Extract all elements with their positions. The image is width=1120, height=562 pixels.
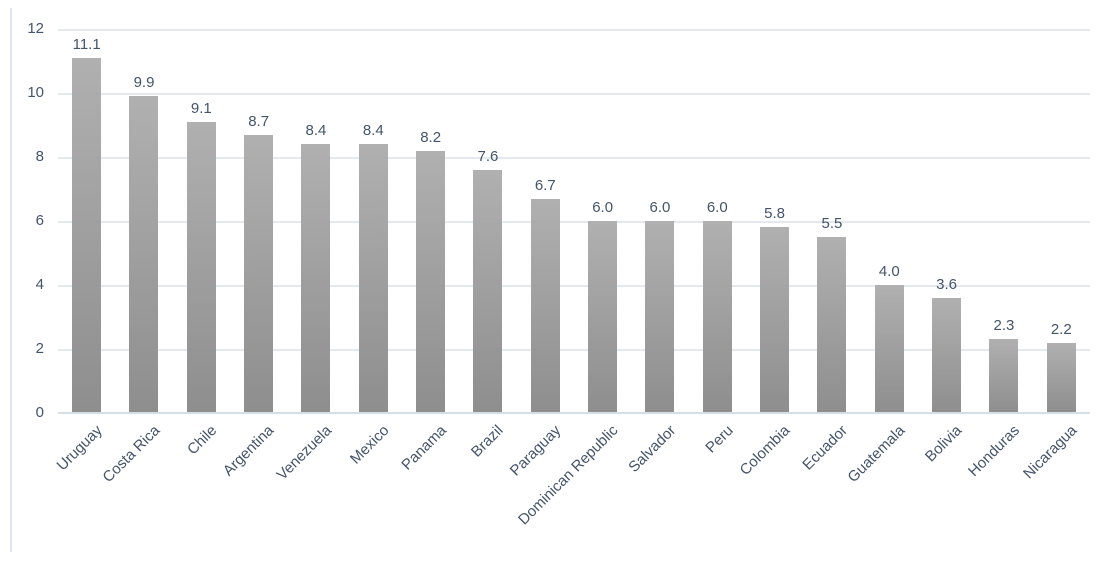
bar-column: 9.9 Costa Rica (99, 29, 172, 486)
bar (932, 297, 962, 413)
x-category-label: Mexico (346, 422, 393, 468)
x-category-label: Uruguay (53, 422, 106, 475)
bar (358, 144, 388, 413)
gridline (58, 285, 1090, 287)
x-axis-line (58, 412, 1090, 414)
bar-value-label: 3.6 (936, 275, 958, 293)
gridlines (58, 29, 1090, 413)
bar (301, 144, 331, 413)
bar (588, 221, 618, 413)
y-tick-label: 2 (35, 340, 44, 358)
bar-column: 8.4 Mexico (345, 29, 402, 467)
x-category-label: Nicaragua (1019, 422, 1081, 483)
y-tick-label: 8 (35, 148, 44, 166)
x-category-label: Argentina (220, 422, 278, 480)
bar-value-label: 8.2 (420, 128, 442, 146)
bar-value-label: 9.9 (133, 74, 155, 92)
y-tick-label: 4 (35, 276, 44, 294)
bar-value-label: 5.5 (821, 215, 843, 232)
bar-value-label: 7.6 (477, 147, 499, 165)
bar (530, 198, 560, 413)
bar (645, 221, 675, 413)
x-category-label: Venezuela (273, 422, 336, 484)
gridline (58, 349, 1090, 351)
bars-layer: 11.1 Uruguay 9.9 Costa Rica 9.1 Chile 8.7 Argen… (54, 29, 1090, 529)
x-category-label: Guatemala (844, 422, 909, 486)
x-category-label: Ecuador (799, 422, 851, 474)
x-category-label: Bolivia (922, 422, 966, 466)
bar (129, 96, 159, 413)
y-tick-label: 0 (35, 404, 44, 422)
x-category-label: Brazil (468, 422, 507, 461)
x-category-label: Salvador (625, 422, 679, 476)
x-category-label: Honduras (964, 422, 1023, 481)
bar-column: 3.6 Bolivia (918, 29, 975, 465)
x-category-label: Peru (701, 422, 737, 457)
bar (416, 150, 446, 413)
bar-column: 6.7 Paraguay (507, 29, 574, 480)
bar-column: 6.0 Dominican Republic (515, 29, 631, 528)
x-category-label: Dominican Republic (515, 422, 622, 529)
bar-value-label: 2.3 (993, 317, 1015, 335)
x-category-label: Paraguay (506, 422, 565, 480)
bar (186, 121, 216, 413)
y-tick-label: 12 (27, 20, 44, 38)
x-category-label: Chile (184, 422, 221, 459)
bar (1046, 342, 1076, 413)
bar (244, 134, 274, 413)
gridline (58, 221, 1090, 223)
gridline (58, 93, 1090, 95)
bar-value-label: 8.4 (362, 122, 384, 140)
x-category-label: Costa Rica (99, 422, 164, 486)
bar-column: 8.7 Argentina (220, 29, 287, 480)
bar-value-label: 6.0 (706, 199, 728, 216)
bar (72, 57, 102, 413)
bar-value-label: 11.1 (72, 35, 101, 53)
bar-value-label: 2.2 (1050, 320, 1072, 338)
plot-area: 11.1 Uruguay 9.9 Costa Rica 9.1 Chile 8.7 Argen… (54, 29, 1090, 529)
bar-value-label: 6.0 (649, 199, 671, 216)
bar-column: 5.8 Colombia (737, 29, 803, 478)
bar-value-label: 6.7 (534, 176, 556, 194)
x-category-label: Panama (398, 422, 450, 474)
gridline (58, 29, 1090, 31)
bar-column: 6.0 Salvador (625, 29, 688, 476)
bar (874, 285, 904, 413)
y-tick-label: 6 (35, 212, 44, 230)
bar (760, 227, 790, 413)
bar-value-label: 8.7 (248, 112, 270, 130)
bar-column: 9.1 Chile (173, 29, 230, 458)
chart-left-border (10, 8, 12, 552)
gridline (58, 157, 1090, 159)
bar-column: 11.1 Uruguay (54, 29, 115, 474)
bar-column: 7.6 Brazil (459, 29, 516, 461)
y-tick-label: 10 (27, 84, 44, 102)
bar (989, 339, 1019, 413)
bar-column: 5.5 Ecuador (799, 29, 860, 474)
bar-value-label: 5.8 (764, 205, 786, 223)
bar-column: 2.2 Nicaragua (1020, 29, 1090, 483)
bar-value-label: 6.0 (592, 199, 614, 216)
bar-column: 8.2 Panama (398, 29, 459, 474)
bar-column: 4.0 Guatemala (844, 29, 918, 486)
bar (702, 221, 732, 413)
bar-value-label: 8.4 (305, 122, 327, 140)
bar (473, 169, 503, 413)
bar-column: 6.0 Peru (689, 29, 746, 456)
y-axis: 0 2 4 6 8 10 12 (0, 20, 44, 421)
bar-column: 2.3 Honduras (965, 29, 1032, 480)
bar-value-label: 4.0 (878, 263, 900, 280)
bar-value-label: 9.1 (190, 99, 212, 117)
bar-column: 8.4 Venezuela (273, 29, 344, 483)
bar (817, 237, 847, 413)
axis-layer (58, 29, 1090, 414)
x-category-label: Colombia (736, 422, 794, 479)
